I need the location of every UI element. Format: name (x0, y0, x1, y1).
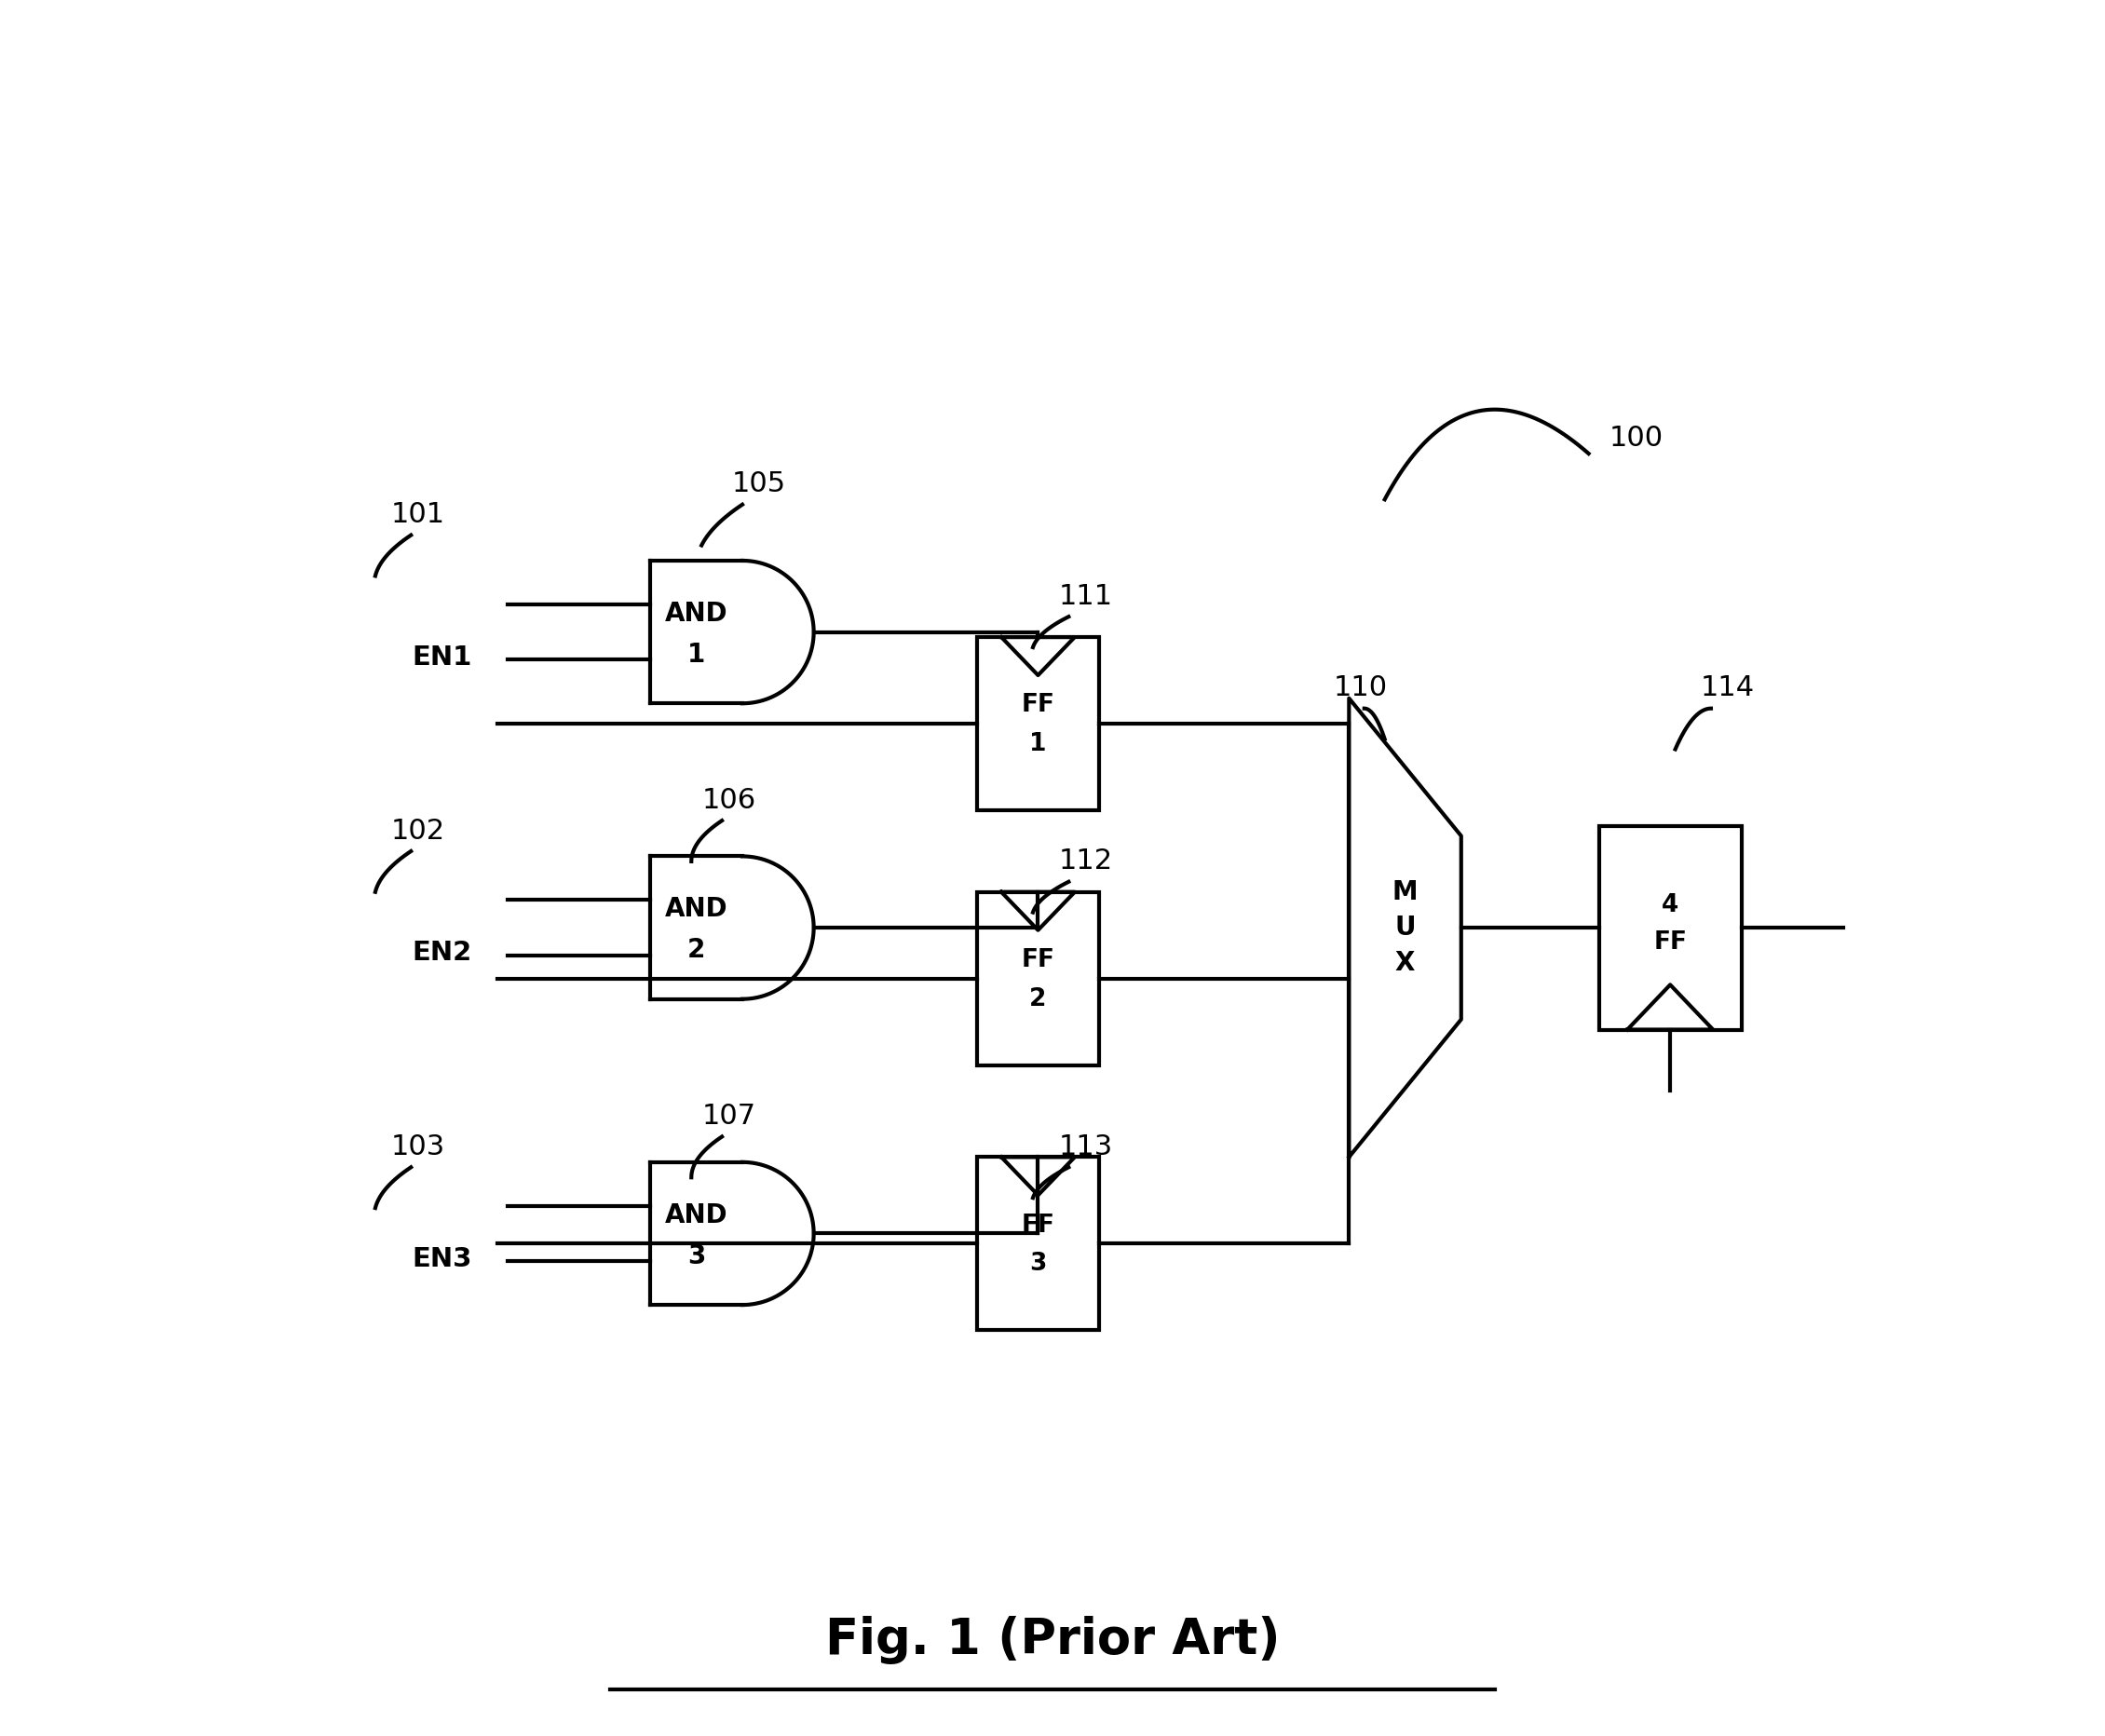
Text: 107: 107 (701, 1102, 756, 1130)
Text: 110: 110 (1335, 675, 1387, 701)
Text: 105: 105 (733, 470, 787, 498)
Text: 112: 112 (1059, 847, 1114, 875)
Text: 103: 103 (392, 1134, 444, 1160)
Text: 2: 2 (688, 937, 705, 963)
Text: M: M (1391, 878, 1419, 904)
Text: AND: AND (665, 1201, 728, 1227)
Text: FF: FF (1021, 948, 1055, 972)
Text: EN2: EN2 (413, 941, 472, 967)
Bar (977, 1158, 1099, 1330)
Bar (977, 892, 1099, 1066)
Text: EN3: EN3 (413, 1246, 472, 1272)
Text: FF: FF (1021, 1213, 1055, 1238)
Bar (1600, 826, 1741, 1029)
Text: 101: 101 (392, 502, 444, 528)
Bar (977, 637, 1099, 811)
Text: FF: FF (1652, 930, 1686, 955)
Text: 4: 4 (1661, 892, 1678, 917)
Text: FF: FF (1021, 693, 1055, 717)
Text: 2: 2 (1029, 986, 1046, 1010)
Text: 1: 1 (688, 641, 705, 667)
Text: EN1: EN1 (413, 644, 472, 670)
Text: AND: AND (665, 601, 728, 627)
Text: U: U (1396, 915, 1415, 941)
Text: 111: 111 (1059, 583, 1114, 609)
Text: 113: 113 (1059, 1134, 1114, 1160)
Text: 102: 102 (392, 818, 444, 844)
Text: Fig. 1 (Prior Art): Fig. 1 (Prior Art) (825, 1616, 1280, 1665)
Text: X: X (1396, 950, 1415, 976)
Text: AND: AND (665, 896, 728, 922)
Text: 100: 100 (1608, 425, 1663, 451)
Text: 106: 106 (701, 786, 756, 814)
Text: 114: 114 (1701, 675, 1756, 701)
Text: 3: 3 (688, 1243, 705, 1269)
Text: 1: 1 (1029, 733, 1046, 757)
Text: 3: 3 (1029, 1252, 1046, 1276)
